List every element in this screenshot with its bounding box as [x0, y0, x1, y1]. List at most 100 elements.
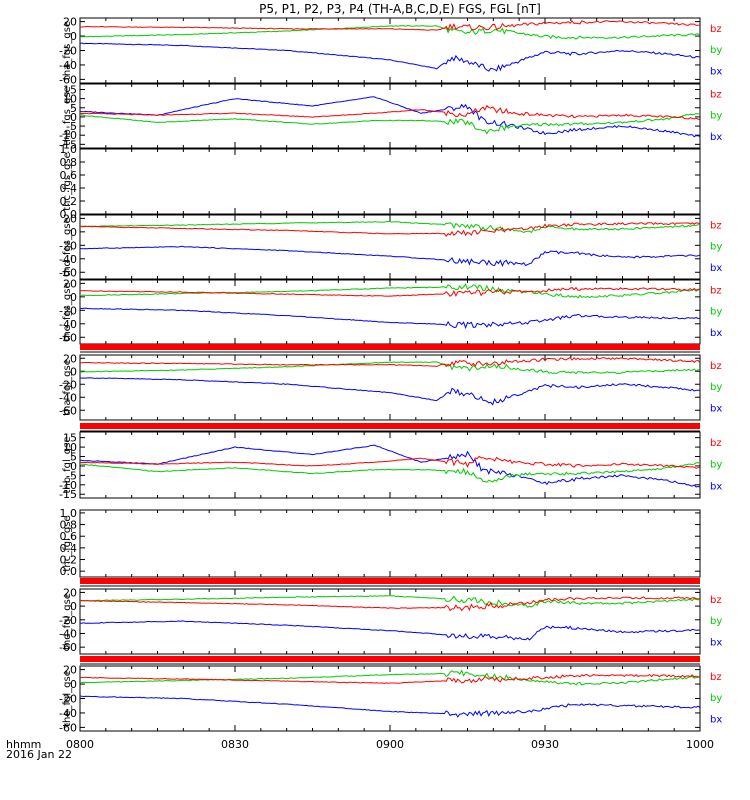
- ytick-label: 0.2: [60, 195, 78, 208]
- ytick-label: 0.6: [60, 169, 78, 182]
- series-bz-line: [79, 222, 701, 238]
- panel-frame: [79, 279, 701, 345]
- ytick-label: -40: [59, 318, 77, 331]
- ytick-label: -20: [59, 693, 77, 706]
- ylabel-thd_fgs_gse: thd_fgs_gse: [62, 217, 73, 276]
- legend-bx: bx: [710, 715, 722, 726]
- ytick-label: 1.0: [60, 507, 78, 520]
- legend-bz: bz: [710, 595, 722, 606]
- ylabel-the_fgl_gse: the_fgl_gse: [62, 670, 73, 727]
- ytick-label: 20: [63, 277, 77, 290]
- footer-label-hhmm: hhmm: [6, 738, 41, 751]
- ytick-label: -40: [59, 391, 77, 404]
- series-by-line: [79, 669, 701, 686]
- ytick-label: 20: [63, 212, 77, 225]
- ytick-label: 0.4: [60, 182, 78, 195]
- ylabel-thc_fgl_gse: thc_fgl_gse: [62, 515, 73, 571]
- series-by-line: [79, 112, 701, 135]
- legend-by: by: [710, 460, 722, 471]
- legend-bx: bx: [710, 404, 722, 415]
- ylabel-tha_fgl_gse: tha_fgl_gse: [62, 359, 73, 416]
- ytick-label: 0.6: [60, 530, 78, 543]
- series-by-line: [79, 283, 701, 299]
- panel-frame: [79, 17, 701, 84]
- ylabel-thd_fgl_gse: thd_fgl_gse: [62, 593, 73, 650]
- ytick-label: 0.0: [60, 565, 78, 578]
- xtick-label: 0830: [221, 738, 249, 751]
- ytick-label: 5: [70, 102, 77, 115]
- ytick-label: 10: [63, 93, 77, 106]
- ytick-label: -40: [59, 59, 77, 72]
- legend-by: by: [710, 242, 722, 253]
- ytick-label: -10: [59, 479, 77, 492]
- x-axis: 0800 0830 0900 0930 1000: [66, 738, 714, 751]
- ytick-label: -20: [59, 239, 77, 252]
- ytick-label: -60: [59, 266, 77, 279]
- ytick-label: 0: [70, 365, 77, 378]
- ytick-label: -60: [59, 331, 77, 344]
- ytick-label: -20: [59, 45, 77, 58]
- ytick-label: -60: [59, 721, 77, 734]
- ytick-label: -60: [59, 404, 77, 417]
- legend-bx: bx: [710, 638, 722, 649]
- legend-bz: bz: [710, 221, 722, 232]
- series-by-line: [79, 462, 701, 483]
- ytick-label: 0.4: [60, 542, 78, 555]
- series-bz-line: [79, 673, 701, 684]
- ytick-label: 20: [63, 352, 77, 365]
- ytick-label: 20: [63, 664, 77, 677]
- legend-by: by: [710, 616, 722, 627]
- legend-bz: bz: [710, 286, 722, 297]
- xtick-label: 0800: [66, 738, 94, 751]
- ytick-label: 0: [70, 30, 77, 43]
- ytick-label: -10: [59, 129, 77, 142]
- ytick-label: 5: [70, 451, 77, 464]
- legend-bx: bx: [710, 328, 722, 339]
- footer-label-date: 2016 Jan 22: [6, 748, 72, 761]
- legend-bx: bx: [710, 263, 722, 274]
- flag-bar: [80, 344, 700, 350]
- ylabel-tha_fgs_gse: tha_fgs_gse: [62, 21, 73, 80]
- legend-by: by: [710, 693, 722, 704]
- ylabel-the_fgs_gse: the_fgs_gse: [62, 282, 73, 341]
- ytick-label: 0.2: [60, 554, 78, 567]
- legend-bz: bz: [710, 361, 722, 372]
- series-bx-line: [79, 620, 701, 641]
- ytick-label: 0: [70, 226, 77, 239]
- legend-bz: bz: [710, 672, 722, 683]
- series-bz-line: [79, 104, 701, 121]
- ytick-label: -15: [59, 138, 77, 151]
- flag-bar: [80, 656, 700, 662]
- ylabel-thc_fgs_gse: thc_fgs_gse: [62, 152, 73, 211]
- ytick-label: 0: [70, 291, 77, 304]
- legend-bx: bx: [710, 67, 722, 78]
- legend-by: by: [710, 307, 722, 318]
- xtick-label: 0900: [376, 738, 404, 751]
- ytick-label: 1.0: [60, 143, 78, 156]
- ytick-label: -20: [59, 614, 77, 627]
- ylabel-thb_fgl_gse: thb_fgl_gse: [62, 437, 73, 494]
- series-bz-line: [80, 20, 701, 32]
- series-by-line: [79, 25, 701, 40]
- legend-bx: bx: [710, 132, 722, 143]
- series-by-line: [79, 361, 701, 375]
- legend-bz: bz: [710, 438, 722, 449]
- ytick-label: -40: [59, 627, 77, 640]
- series-bz-line: [79, 596, 701, 612]
- series-bx-line: [80, 96, 701, 138]
- panel-frame: [79, 148, 701, 215]
- ytick-label: -40: [59, 707, 77, 720]
- series-bz-line: [80, 286, 700, 298]
- ytick-label: 0.8: [60, 156, 78, 169]
